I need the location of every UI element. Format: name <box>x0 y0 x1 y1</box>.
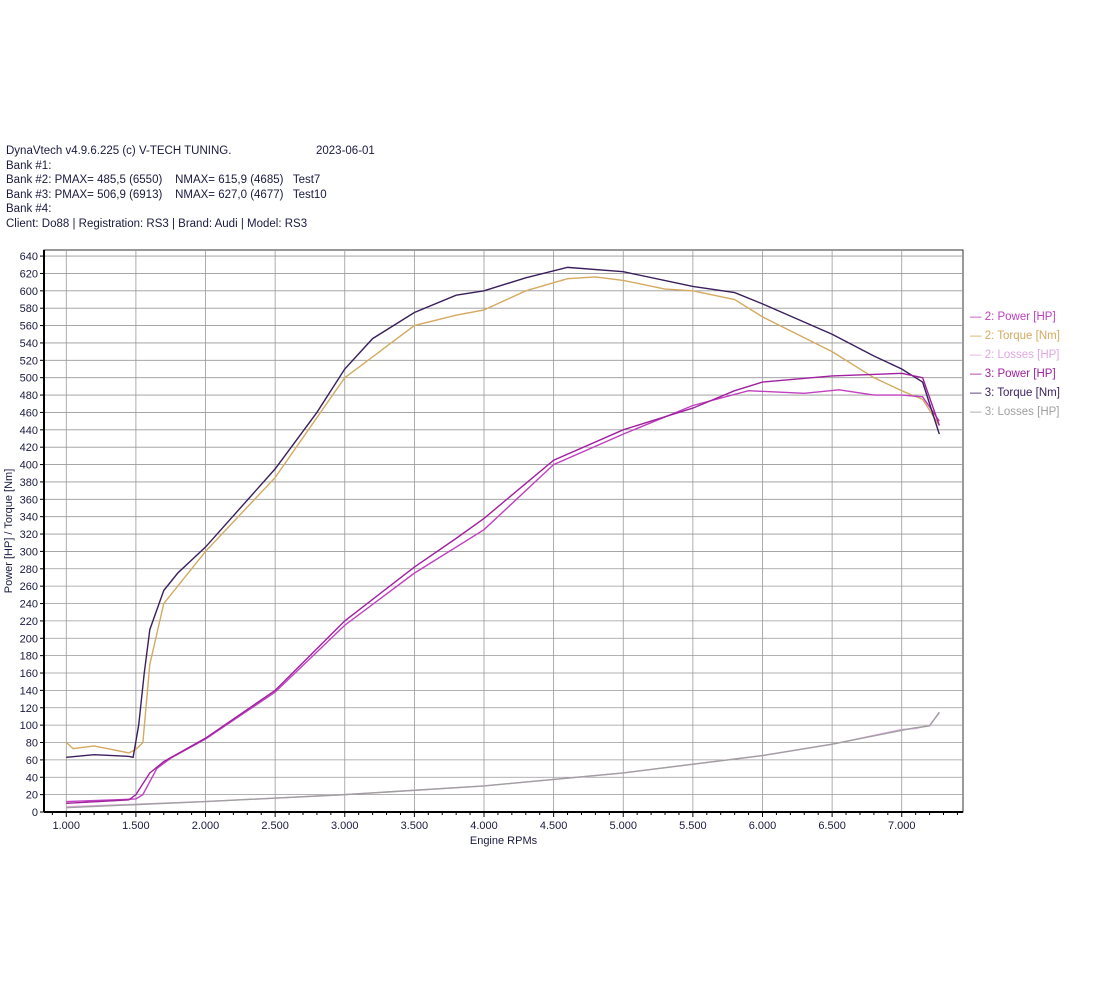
legend-item: — 3: Power [HP] <box>970 365 1060 384</box>
x-tick-label: 5.000 <box>609 820 637 832</box>
legend-swatch: — <box>970 387 985 399</box>
y-tick-label: 140 <box>20 685 38 697</box>
x-tick-label: 3.500 <box>401 820 429 832</box>
x-tick-label: 6.500 <box>818 820 846 832</box>
x-tick-label: 1.000 <box>53 820 81 832</box>
series-line-4 <box>66 372 940 805</box>
y-tick-label: 220 <box>20 616 38 628</box>
y-tick-label: 420 <box>20 442 38 454</box>
x-tick-label: 5.500 <box>679 820 707 832</box>
y-tick-label: 260 <box>20 581 38 593</box>
y-tick-label: 200 <box>20 633 38 645</box>
y-tick-label: 540 <box>20 338 38 350</box>
legend-swatch: — <box>970 330 985 342</box>
y-tick-label: 380 <box>20 477 38 489</box>
y-tick-label: 320 <box>20 529 38 541</box>
legend-item: — 2: Losses [HP] <box>970 346 1060 365</box>
x-tick-label: 2.000 <box>192 820 220 832</box>
y-tick-label: 520 <box>20 355 38 367</box>
x-tick-label: 7.000 <box>888 820 916 832</box>
y-tick-label: 600 <box>20 286 38 298</box>
y-tick-label: 120 <box>20 703 38 715</box>
y-tick-label: 640 <box>20 251 38 263</box>
legend-swatch: — <box>970 349 985 361</box>
y-tick-label: 560 <box>20 321 38 333</box>
x-tick-label: 4.500 <box>540 820 568 832</box>
y-tick-label: 180 <box>20 651 38 663</box>
client-line: Client: Do88 | Registration: RS3 | Brand… <box>6 217 308 230</box>
series-line-2 <box>65 276 940 754</box>
x-tick-label: 1.500 <box>122 820 150 832</box>
y-tick-label: 60 <box>26 755 38 767</box>
x-axis-label: Engine RPMs <box>470 835 538 847</box>
x-tick-label: 2.500 <box>261 820 289 832</box>
legend-label: 3: Power [HP] <box>984 368 1056 380</box>
y-tick-label: 480 <box>20 390 38 402</box>
legend-label: 2: Torque [Nm] <box>984 330 1060 342</box>
x-tick-label: 6.000 <box>749 820 777 832</box>
legend-item: — 2: Torque [Nm] <box>970 327 1060 346</box>
app-title: DynaVtech v4.9.6.225 (c) V-TECH TUNING. <box>6 145 232 157</box>
y-tick-label: 400 <box>20 460 38 472</box>
y-axis-label: Power [HP] / Torque [Nm] <box>3 469 15 594</box>
y-tick-label: 300 <box>20 546 38 558</box>
legend-label: 3: Losses [HP] <box>984 406 1060 418</box>
legend-label: 2: Power [HP] <box>984 311 1056 323</box>
y-tick-label: 280 <box>20 564 38 576</box>
y-tick-label: 620 <box>20 268 38 280</box>
series-line-1 <box>66 389 940 803</box>
legend-label: 3: Torque [Nm] <box>984 387 1060 399</box>
x-tick-label: 4.000 <box>470 820 498 832</box>
y-tick-label: 160 <box>20 668 38 680</box>
legend-item: — 3: Losses [HP] <box>970 403 1060 422</box>
bank-4-line: Bank #4: <box>6 203 52 215</box>
y-tick-label: 440 <box>20 425 38 437</box>
series-line-6 <box>66 711 940 809</box>
bank-3-line: Bank #3: PMAX= 506,9 (6913) NMAX= 627,0 … <box>6 188 327 201</box>
y-tick-label: 580 <box>20 303 38 315</box>
y-tick-label: 460 <box>20 407 38 419</box>
y-tick-label: 40 <box>26 772 38 784</box>
legend-swatch: — <box>970 311 985 323</box>
y-tick-label: 20 <box>26 790 38 802</box>
legend-swatch: — <box>970 406 985 418</box>
legend: — 2: Power [HP] — 2: Torque [Nm] — 2: Loss… <box>970 308 1060 422</box>
legend-label: 2: Losses [HP] <box>984 349 1060 361</box>
bank-1-line: Bank #1: <box>6 159 52 172</box>
report-date: 2023-06-01 <box>316 145 375 157</box>
y-tick-label: 80 <box>26 738 38 750</box>
y-tick-label: 240 <box>20 599 38 611</box>
legend-item: — 3: Torque [Nm] <box>970 384 1060 403</box>
y-tick-label: 360 <box>20 494 38 506</box>
y-tick-label: 500 <box>20 373 38 385</box>
y-tick-label: 100 <box>20 720 38 732</box>
y-tick-label: 0 <box>32 807 38 819</box>
bank-2-line: Bank #2: PMAX= 485,5 (6550) NMAX= 615,9 … <box>6 174 321 186</box>
x-tick-label: 3.000 <box>331 820 359 832</box>
series-line-5 <box>66 266 940 759</box>
plot-area <box>43 249 964 813</box>
legend-item: — 2: Power [HP] <box>970 308 1060 327</box>
y-tick-label: 340 <box>20 512 38 524</box>
legend-swatch: — <box>970 368 985 380</box>
report-header: DynaVtech v4.9.6.225 (c) V-TECH TUNING. 2… <box>6 144 375 231</box>
